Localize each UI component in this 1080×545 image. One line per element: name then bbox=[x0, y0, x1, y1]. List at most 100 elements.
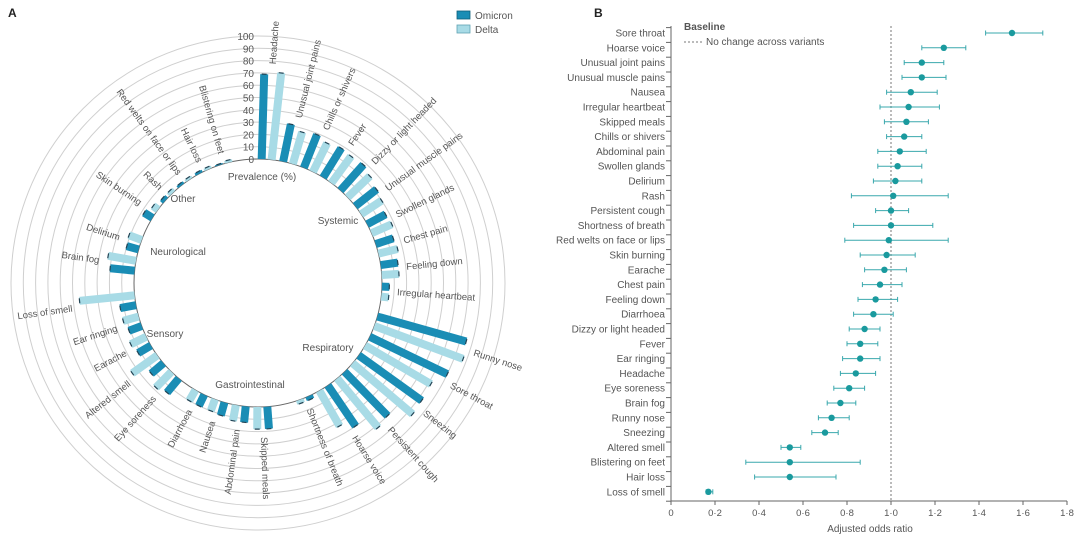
forest-row: Hair loss bbox=[626, 473, 837, 484]
bar-omicron bbox=[367, 333, 450, 378]
legend-swatch-omicron bbox=[456, 10, 471, 20]
bar-delta bbox=[344, 173, 373, 201]
radial-gridlines bbox=[10, 35, 506, 531]
legend-label-no-change: No change across variants bbox=[706, 37, 824, 48]
odds-ratio-point bbox=[786, 444, 793, 451]
tick-label: 20 bbox=[243, 130, 255, 141]
panel-label-b: B bbox=[594, 6, 603, 20]
bar-delta bbox=[381, 269, 400, 279]
bar-delta bbox=[309, 141, 331, 174]
x-tick-label: 0·2 bbox=[708, 508, 722, 519]
symptom-label: Altered smell bbox=[83, 379, 133, 421]
error-bar bbox=[379, 198, 384, 203]
odds-ratio-point bbox=[872, 296, 879, 303]
odds-ratio-point bbox=[786, 459, 793, 466]
x-tick-label: 0 bbox=[668, 508, 673, 519]
row-label: Fever bbox=[639, 339, 665, 350]
group-label-sensory: Sensory bbox=[147, 329, 184, 340]
forest-row: Diarrhoea bbox=[621, 310, 894, 321]
forest-row: Swollen glands bbox=[598, 162, 923, 173]
row-label: Feeling down bbox=[606, 295, 665, 306]
forest-row: Altered smell bbox=[607, 443, 802, 454]
row-label: Hoarse voice bbox=[607, 43, 666, 54]
bar-omicron bbox=[163, 375, 182, 396]
error-bar bbox=[196, 404, 202, 408]
bar-delta bbox=[122, 312, 140, 325]
group-label-other: Other bbox=[170, 194, 196, 205]
forest-row: Blistering on feet bbox=[591, 458, 861, 469]
row-label: Irregular heartbeat bbox=[583, 103, 665, 114]
bar-omicron bbox=[136, 342, 153, 357]
bar-delta bbox=[296, 398, 305, 405]
row-label: Sore throat bbox=[616, 29, 666, 40]
error-bar bbox=[107, 253, 110, 259]
symptom-label: Headache bbox=[268, 21, 282, 65]
bar-delta bbox=[129, 352, 160, 377]
inner-circle bbox=[133, 158, 383, 408]
x-axis-label: Adjusted odds ratio bbox=[827, 524, 913, 535]
forest-row: Dizzy or light headed bbox=[572, 325, 881, 336]
error-bar bbox=[396, 246, 399, 252]
error-bar bbox=[185, 175, 191, 180]
row-label: Loss of smell bbox=[607, 487, 665, 498]
odds-ratio-point bbox=[894, 163, 901, 170]
group-label-neurological: Neurological bbox=[150, 247, 206, 258]
bar-omicron bbox=[263, 406, 273, 430]
odds-ratio-point bbox=[876, 281, 884, 288]
symptom-label: Loss of smell bbox=[17, 304, 73, 323]
legend-title-baseline: Baseline bbox=[684, 22, 726, 33]
tick-label: 30 bbox=[243, 118, 255, 129]
forest-row: Ear ringing bbox=[617, 354, 881, 365]
odds-ratio-point bbox=[918, 74, 925, 81]
bar-omicron bbox=[119, 301, 137, 312]
legend-a: Omicron Delta bbox=[456, 10, 513, 36]
row-label: Runny nose bbox=[612, 413, 666, 424]
row-label: Rash bbox=[642, 191, 665, 202]
symptom-label: Hoarse voice bbox=[349, 434, 388, 487]
forest-row: Skin burning bbox=[609, 251, 916, 262]
error-bar bbox=[337, 424, 343, 428]
row-label: Eye soreness bbox=[604, 384, 665, 395]
symptom-label: Unusual joint pains bbox=[294, 38, 324, 119]
forest-row: Chest pain bbox=[617, 280, 903, 291]
symptom-label: Skipped meals bbox=[258, 437, 271, 500]
x-tick-label: 0·8 bbox=[840, 508, 854, 519]
error-bar bbox=[298, 401, 304, 405]
bar-omicron bbox=[195, 392, 208, 408]
error-bar bbox=[216, 162, 222, 166]
tick-label: 80 bbox=[243, 57, 255, 68]
bar-omicron bbox=[125, 242, 140, 254]
bar-delta bbox=[267, 72, 286, 161]
error-bar bbox=[204, 165, 210, 169]
forest-row: Shortness of breath bbox=[578, 221, 934, 232]
bar-delta bbox=[377, 245, 399, 258]
error-bar bbox=[230, 419, 236, 422]
forest-row: Skipped meals bbox=[599, 117, 929, 128]
symptom-label: Ear ringing bbox=[72, 324, 119, 349]
row-label: Abdominal pain bbox=[596, 147, 665, 158]
bar-omicron bbox=[352, 186, 380, 210]
row-label: Nausea bbox=[631, 88, 666, 99]
legend-swatch-delta bbox=[456, 24, 471, 34]
error-bar bbox=[410, 411, 415, 417]
error-bar bbox=[125, 243, 129, 249]
forest-row: Unusual muscle pains bbox=[567, 73, 947, 84]
bar-omicron bbox=[148, 360, 167, 377]
panel-label-a: A bbox=[8, 6, 17, 20]
error-bar bbox=[208, 409, 214, 413]
tick-label: 90 bbox=[243, 44, 255, 55]
odds-ratio-point bbox=[903, 118, 910, 126]
tick-label: 40 bbox=[243, 106, 255, 117]
forest-row: Fever bbox=[639, 339, 879, 350]
symptom-label: Abdominal pain bbox=[223, 429, 243, 495]
row-label: Diarrhoea bbox=[621, 310, 665, 321]
odds-ratio-point bbox=[870, 311, 877, 318]
error-bar bbox=[136, 350, 140, 356]
gridline-ring bbox=[96, 121, 420, 445]
gridline-ring bbox=[22, 47, 494, 519]
bar-delta bbox=[127, 231, 144, 244]
x-tick-label: 1·6 bbox=[1016, 508, 1030, 519]
forest-row: Unusual joint pains bbox=[581, 58, 945, 69]
odds-ratio-point bbox=[857, 340, 864, 347]
bar-delta bbox=[153, 368, 175, 391]
